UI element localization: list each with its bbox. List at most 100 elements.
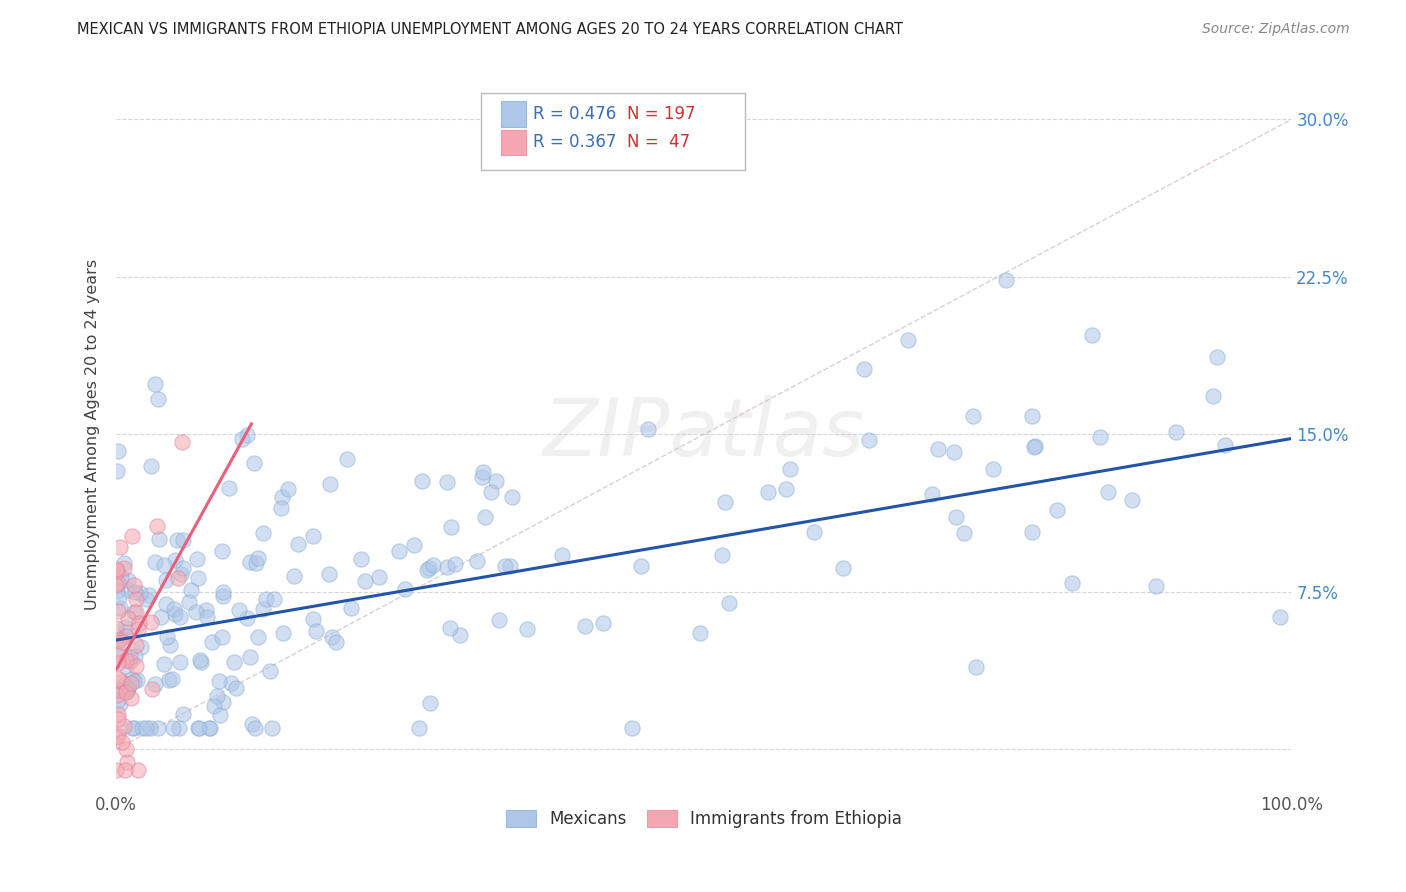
Point <box>125 605 148 619</box>
Point <box>163 553 186 567</box>
Point <box>318 567 340 582</box>
Point <box>162 721 184 735</box>
Point <box>110 646 132 660</box>
Point <box>111 735 134 749</box>
Point <box>283 569 305 583</box>
Point <box>115 681 138 696</box>
Point <box>146 519 169 533</box>
Point <box>111 635 134 649</box>
Point <box>139 721 162 735</box>
Point <box>105 578 128 592</box>
Point <box>107 604 129 618</box>
Point <box>471 465 494 479</box>
Point <box>921 487 943 501</box>
Point <box>107 648 129 662</box>
Point <box>1097 485 1119 500</box>
Point <box>138 588 160 602</box>
Point <box>1024 439 1046 453</box>
Point <box>112 561 135 575</box>
Point <box>195 610 218 624</box>
Point <box>177 595 200 609</box>
Point <box>172 533 194 548</box>
Point <box>240 716 263 731</box>
Point <box>270 490 292 504</box>
Point <box>107 706 129 721</box>
Point <box>117 573 139 587</box>
Point <box>592 615 614 630</box>
Text: N =  47: N = 47 <box>627 134 690 152</box>
Point <box>159 638 181 652</box>
Point <box>150 610 173 624</box>
Point <box>775 482 797 496</box>
Point <box>166 533 188 547</box>
Point <box>621 721 644 735</box>
Point <box>485 474 508 488</box>
Point <box>114 653 136 667</box>
Point <box>319 476 342 491</box>
Point <box>404 538 426 552</box>
Point <box>254 592 277 607</box>
Point <box>239 555 262 569</box>
Point <box>353 574 375 588</box>
Point <box>117 611 139 625</box>
Point <box>1024 441 1046 455</box>
Point <box>236 610 259 624</box>
Point <box>105 764 128 778</box>
Point <box>157 673 180 687</box>
Point <box>637 422 659 436</box>
Point <box>112 718 135 732</box>
Point <box>125 659 148 673</box>
Point <box>121 529 143 543</box>
Point <box>419 696 441 710</box>
Point <box>211 589 233 603</box>
Point <box>211 630 233 644</box>
Point <box>172 561 194 575</box>
Point <box>155 597 177 611</box>
Point <box>105 464 128 478</box>
Text: ZIPatlas: ZIPatlas <box>543 395 865 474</box>
Point <box>501 491 523 505</box>
Point <box>127 622 149 636</box>
Point <box>169 610 191 624</box>
Point <box>321 630 343 644</box>
Point <box>779 462 801 476</box>
Point <box>180 582 202 597</box>
Point <box>304 624 326 639</box>
Point <box>212 584 235 599</box>
Point <box>1166 425 1188 439</box>
Point <box>212 695 235 709</box>
Point <box>148 532 170 546</box>
Point <box>124 592 146 607</box>
Point <box>498 559 520 574</box>
Point <box>105 564 128 578</box>
Point <box>981 462 1004 476</box>
Point <box>187 721 209 735</box>
Point <box>105 562 128 576</box>
Point <box>202 699 225 714</box>
Point <box>245 557 267 571</box>
Point <box>195 603 218 617</box>
Point <box>416 563 439 577</box>
Point <box>494 559 516 574</box>
Point <box>471 470 494 484</box>
Point <box>107 584 129 599</box>
Point <box>143 677 166 691</box>
Point <box>271 625 294 640</box>
Point <box>105 730 128 744</box>
Point <box>146 392 169 407</box>
Point <box>115 684 138 698</box>
Point <box>1213 438 1236 452</box>
Point <box>247 550 270 565</box>
Point <box>201 635 224 649</box>
Point <box>689 625 711 640</box>
Point <box>574 619 596 633</box>
Point <box>252 526 274 541</box>
Text: MEXICAN VS IMMIGRANTS FROM ETHIOPIA UNEMPLOYMENT AMONG AGES 20 TO 24 YEARS CORRE: MEXICAN VS IMMIGRANTS FROM ETHIOPIA UNEM… <box>77 22 903 37</box>
Point <box>302 529 325 543</box>
Point <box>135 591 157 606</box>
Point <box>121 673 143 687</box>
Point <box>224 655 246 669</box>
Point <box>115 659 138 673</box>
Point <box>114 685 136 699</box>
Text: Source: ZipAtlas.com: Source: ZipAtlas.com <box>1202 22 1350 37</box>
